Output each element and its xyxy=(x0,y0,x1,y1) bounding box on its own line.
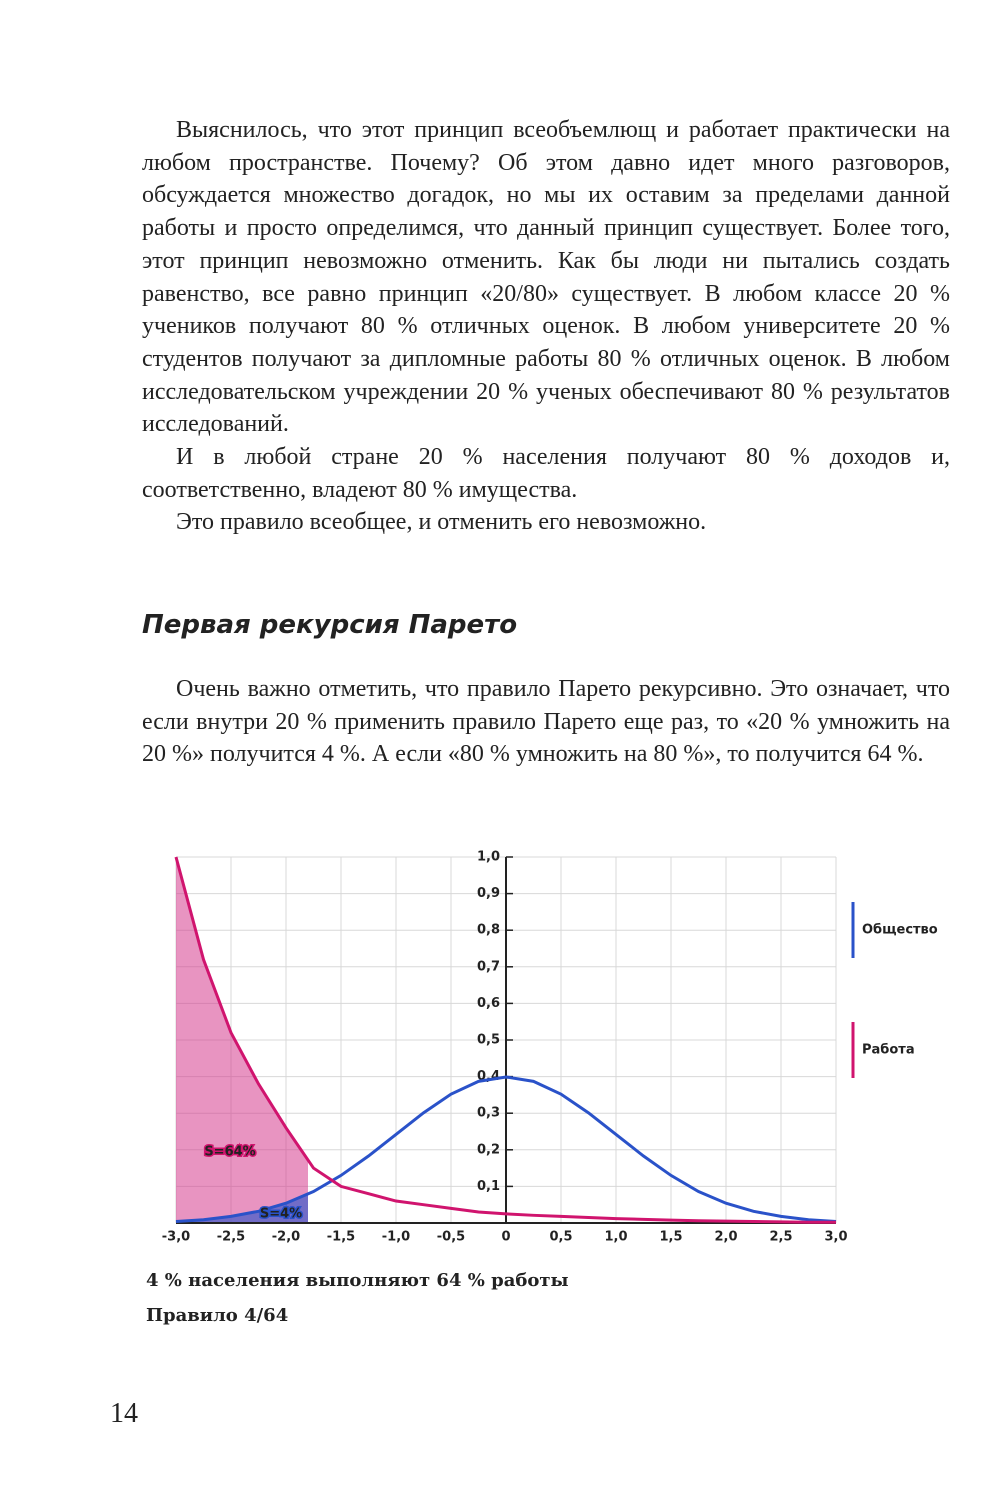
paragraph: Выяснилось, что этот принцип всеобъемлющ… xyxy=(142,117,950,438)
paragraph: Очень важно отметить, что правило Парето… xyxy=(142,676,950,768)
paragraph: И в любой стране 20 % населения получают… xyxy=(142,444,950,503)
paragraph: Это правило всеобщее, и отменить его нев… xyxy=(176,509,707,536)
x-tick-label: 0 xyxy=(501,1230,510,1245)
legend-label: Общество xyxy=(862,923,938,938)
y-tick-label: 0,3 xyxy=(477,1106,500,1121)
text-block: Выяснилось, что этот принцип всеобъемлющ… xyxy=(142,114,950,539)
y-tick-label: 1,0 xyxy=(477,850,500,865)
annotation: S=64% xyxy=(204,1145,255,1160)
x-tick-label: 0,5 xyxy=(549,1230,572,1245)
y-tick-label: 0,8 xyxy=(477,923,500,938)
y-tick-label: 0,2 xyxy=(477,1142,500,1157)
x-tick-label: -1,0 xyxy=(382,1230,410,1245)
shaded-area xyxy=(176,857,308,1223)
caption: 4 % населения выполняют 64 % работы xyxy=(146,1270,569,1291)
x-tick-label: 2,5 xyxy=(769,1230,792,1245)
x-tick-label: 3,0 xyxy=(824,1230,847,1245)
y-tick-label: 0,1 xyxy=(477,1179,500,1194)
chart: -3,0 -2,5 -2,0 -1,5 -1,0 -0,5 0 0,5 1,0 1,5 2,0 2,5… xyxy=(162,850,938,1245)
caption: Правило 4/64 xyxy=(146,1305,289,1326)
x-tick-label: -3,0 xyxy=(162,1230,190,1245)
x-tick-label: 1,5 xyxy=(659,1230,682,1245)
legend-label: Работа xyxy=(862,1043,915,1058)
y-tick-label: 0,6 xyxy=(477,996,500,1011)
x-tick-label: 2,0 xyxy=(714,1230,737,1245)
shaded-area xyxy=(176,1193,308,1223)
x-tick-label: -2,0 xyxy=(272,1230,300,1245)
line-series xyxy=(174,856,836,1224)
text-block: Очень важно отметить, что правило Парето… xyxy=(142,673,950,771)
y-tick-label: 0,5 xyxy=(477,1033,500,1048)
x-tick-label: -2,5 xyxy=(217,1230,245,1245)
page-number: 14 xyxy=(110,1398,138,1429)
y-tick-label: 0,9 xyxy=(477,886,500,901)
x-tick-label: 1,0 xyxy=(604,1230,627,1245)
annotation: S=4% xyxy=(260,1207,302,1222)
section-title: Первая рекурсия Парето xyxy=(142,610,518,640)
line-series xyxy=(175,1075,837,1224)
x-tick-label: -0,5 xyxy=(437,1230,465,1245)
x-tick-label: -1,5 xyxy=(327,1230,355,1245)
y-tick-label: 0,7 xyxy=(477,959,500,974)
